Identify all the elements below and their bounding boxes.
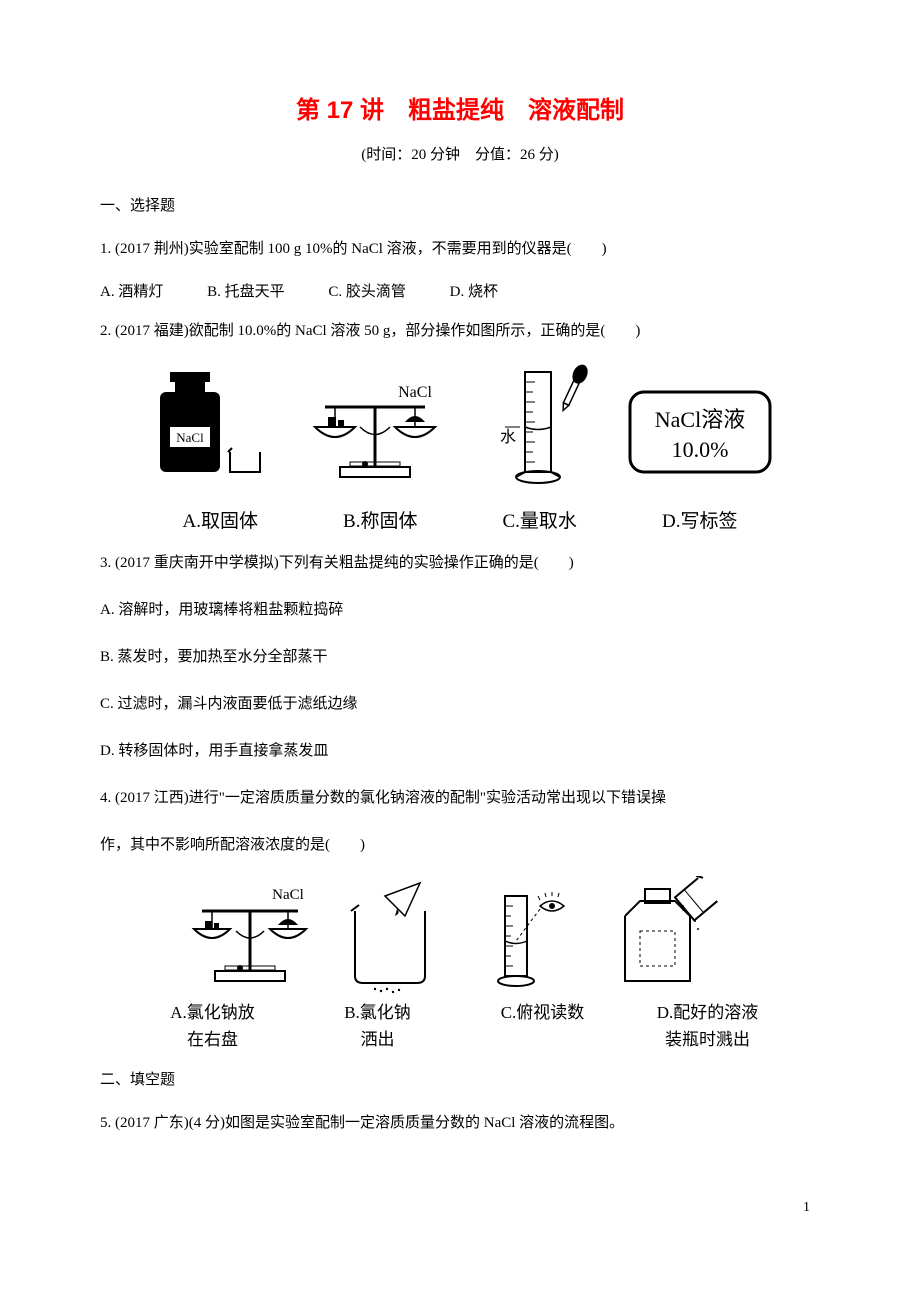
page-subtitle: (时间：20 分钟 分值：26 分): [100, 143, 820, 164]
page-number: 1: [100, 1200, 820, 1216]
q3-option-d: D. 转移固体时，用手直接拿蒸发皿: [100, 735, 820, 768]
q1-option-a: A. 酒精灯: [100, 280, 163, 301]
q4-cap-a1: A.氯化钠放: [130, 998, 295, 1023]
q4-captions-line2: 在右盘 洒出 装瓶时溅出: [100, 1025, 820, 1050]
q2-cap-b: B.称固体: [343, 506, 417, 533]
q4-captions-line1: A.氯化钠放 B.氯化钠 C.俯视读数 D.配好的溶液: [100, 998, 820, 1023]
q4-cap-c1: C.俯视读数: [460, 998, 625, 1023]
q2-cap-c: C.量取水: [503, 506, 577, 533]
q3-option-c: C. 过滤时，漏斗内液面要低于滤纸边缘: [100, 688, 820, 721]
q1-options: A. 酒精灯 B. 托盘天平 C. 胶头滴管 D. 烧杯: [100, 280, 820, 301]
q2-nacl-label: NaCl: [398, 384, 432, 401]
q3-option-a: A. 溶解时，用玻璃棒将粗盐颗粒捣碎: [100, 594, 820, 627]
q2-figure: NaCl: [100, 362, 820, 533]
q4-stem-line1: 4. (2017 江西)进行"一定溶质质量分数的氯化钠溶液的配制"实验活动常出现…: [100, 782, 820, 815]
q4-nacl-label: NaCl: [272, 887, 304, 903]
page-title: 第 17 讲 粗盐提纯 溶液配制: [100, 90, 820, 125]
section-1-heading: 一、选择题: [100, 194, 820, 215]
q5-stem: 5. (2017 广东)(4 分)如图是实验室配制一定溶质质量分数的 NaCl …: [100, 1107, 820, 1140]
q4-cap-b2: 洒出: [295, 1025, 460, 1050]
q1-option-c: C. 胶头滴管: [328, 280, 406, 301]
q2-bottle-line1: NaCl溶液: [655, 407, 745, 432]
q4-stem-line2: 作，其中不影响所配溶液浓度的是( ): [100, 829, 820, 862]
q2-water-label: 水: [500, 428, 516, 446]
q2-bottle-line2: 10.0%: [672, 437, 729, 462]
q1-stem: 1. (2017 荆州)实验室配制 100 g 10%的 NaCl 溶液，不需要…: [100, 233, 820, 266]
q4-figure: NaCl: [100, 876, 820, 1050]
q2-stem: 2. (2017 福建)欲配制 10.0%的 NaCl 溶液 50 g，部分操作…: [100, 315, 820, 348]
svg-text:NaCl: NaCl: [176, 430, 204, 445]
q2-cap-a: A.取固体: [183, 506, 258, 533]
q4-cap-d2: 装瓶时溅出: [625, 1025, 790, 1050]
q4-cap-c2: [460, 1025, 625, 1050]
page: 第 17 讲 粗盐提纯 溶液配制 (时间：20 分钟 分值：26 分) 一、选择…: [0, 0, 920, 1256]
q2-captions: A.取固体 B.称固体 C.量取水 D.写标签: [100, 506, 820, 533]
q3-stem: 3. (2017 重庆南开中学模拟)下列有关粗盐提纯的实验操作正确的是( ): [100, 547, 820, 580]
q4-cap-a2: 在右盘: [130, 1025, 295, 1050]
q4-cap-b1: B.氯化钠: [295, 998, 460, 1023]
q3-option-b: B. 蒸发时，要加热至水分全部蒸干: [100, 641, 820, 674]
q1-option-b: B. 托盘天平: [207, 280, 285, 301]
q1-option-d: D. 烧杯: [450, 280, 498, 301]
q2-figure-svg: NaCl: [140, 362, 780, 502]
q2-cap-d: D.写标签: [662, 506, 737, 533]
section-2-heading: 二、填空题: [100, 1068, 820, 1089]
q4-cap-d1: D.配好的溶液: [625, 998, 790, 1023]
q4-figure-svg: NaCl: [180, 876, 740, 996]
